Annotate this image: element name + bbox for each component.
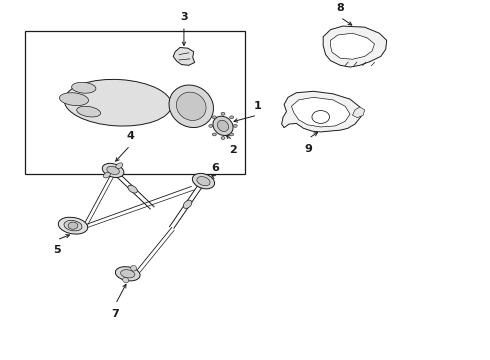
Circle shape <box>68 222 78 229</box>
Circle shape <box>209 125 213 127</box>
Ellipse shape <box>169 85 214 127</box>
Ellipse shape <box>218 120 228 131</box>
Ellipse shape <box>58 217 88 234</box>
Polygon shape <box>323 26 387 67</box>
Circle shape <box>312 111 330 123</box>
Text: 3: 3 <box>180 12 188 22</box>
Polygon shape <box>331 33 374 59</box>
Ellipse shape <box>131 265 137 271</box>
Ellipse shape <box>183 200 192 208</box>
Circle shape <box>233 125 237 127</box>
Ellipse shape <box>64 220 82 231</box>
Ellipse shape <box>77 106 100 117</box>
Ellipse shape <box>64 80 172 126</box>
Ellipse shape <box>197 176 210 186</box>
Polygon shape <box>352 107 365 118</box>
Ellipse shape <box>213 116 233 135</box>
Text: 5: 5 <box>53 245 61 255</box>
Polygon shape <box>292 97 350 127</box>
Ellipse shape <box>59 93 89 105</box>
Polygon shape <box>173 48 195 65</box>
Ellipse shape <box>193 174 215 189</box>
Text: 2: 2 <box>229 145 237 156</box>
Circle shape <box>221 136 225 139</box>
Ellipse shape <box>115 267 140 281</box>
Ellipse shape <box>72 82 96 93</box>
Text: 7: 7 <box>112 309 120 319</box>
Text: 1: 1 <box>253 101 261 111</box>
Text: 4: 4 <box>126 131 134 141</box>
Circle shape <box>221 112 225 115</box>
Text: 8: 8 <box>337 3 344 13</box>
Circle shape <box>213 133 216 136</box>
Ellipse shape <box>128 185 137 193</box>
Circle shape <box>213 116 216 119</box>
Ellipse shape <box>116 163 122 168</box>
Ellipse shape <box>121 270 135 278</box>
Ellipse shape <box>103 172 110 178</box>
Ellipse shape <box>122 277 129 283</box>
Bar <box>25 31 245 174</box>
Text: 6: 6 <box>212 163 220 173</box>
Ellipse shape <box>107 166 120 175</box>
Ellipse shape <box>102 163 124 177</box>
Polygon shape <box>282 91 361 132</box>
Circle shape <box>230 133 234 136</box>
Text: 9: 9 <box>305 144 313 154</box>
Circle shape <box>230 116 234 119</box>
Ellipse shape <box>176 92 206 121</box>
